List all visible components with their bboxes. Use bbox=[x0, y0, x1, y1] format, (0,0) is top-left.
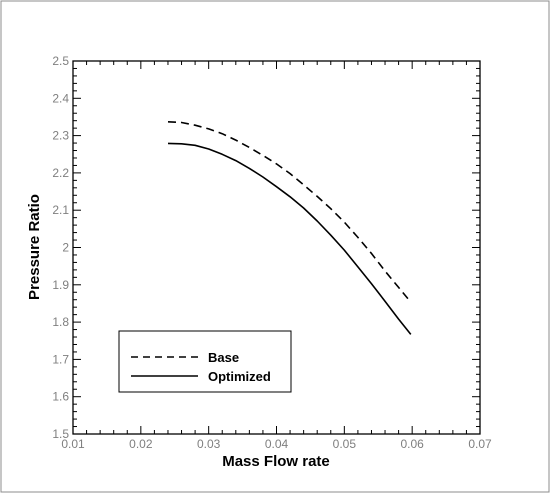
y-tick-label: 1.9 bbox=[52, 278, 69, 292]
y-tick-label: 2.4 bbox=[52, 91, 69, 105]
y-axis: 1.5 1.6 1.7 1.8 1.9 2 2.1 2.2 2.3 2.4 2.5 bbox=[52, 54, 480, 441]
legend-label-optimized: Optimized bbox=[208, 369, 271, 384]
y-tick-label: 1.8 bbox=[52, 315, 69, 329]
x-tick-label: 0.06 bbox=[400, 437, 424, 451]
x-tick-label: 0.07 bbox=[468, 437, 492, 451]
y-tick-label: 2.3 bbox=[52, 129, 69, 143]
legend-label-base: Base bbox=[208, 350, 239, 365]
series-line-optimized bbox=[167, 142, 412, 335]
y-tick-label: 1.5 bbox=[52, 427, 69, 441]
y-axis-title: Pressure Ratio bbox=[26, 194, 43, 300]
x-tick-label: 0.05 bbox=[333, 437, 357, 451]
x-tick-label: 0.01 bbox=[61, 437, 85, 451]
x-axis: 0.01 0.02 0.03 0.04 0.05 0.06 0.07 bbox=[61, 61, 492, 451]
x-axis-title: Mass Flow rate bbox=[222, 453, 330, 470]
legend-box bbox=[118, 330, 292, 393]
y-tick-label: 2.5 bbox=[52, 54, 69, 68]
x-tick-label: 0.03 bbox=[197, 437, 221, 451]
series-line-base bbox=[167, 121, 410, 301]
y-tick-label: 2.1 bbox=[52, 203, 69, 217]
x-tick-label: 0.02 bbox=[129, 437, 153, 451]
y-tick-label: 2.2 bbox=[52, 166, 69, 180]
y-tick-label: 1.7 bbox=[52, 352, 69, 366]
series-layer bbox=[167, 121, 412, 335]
y-tick-label: 2 bbox=[62, 241, 69, 255]
x-tick-label: 0.04 bbox=[265, 437, 289, 451]
legend: Base Optimized bbox=[118, 330, 292, 393]
y-tick-label: 1.6 bbox=[52, 390, 69, 404]
